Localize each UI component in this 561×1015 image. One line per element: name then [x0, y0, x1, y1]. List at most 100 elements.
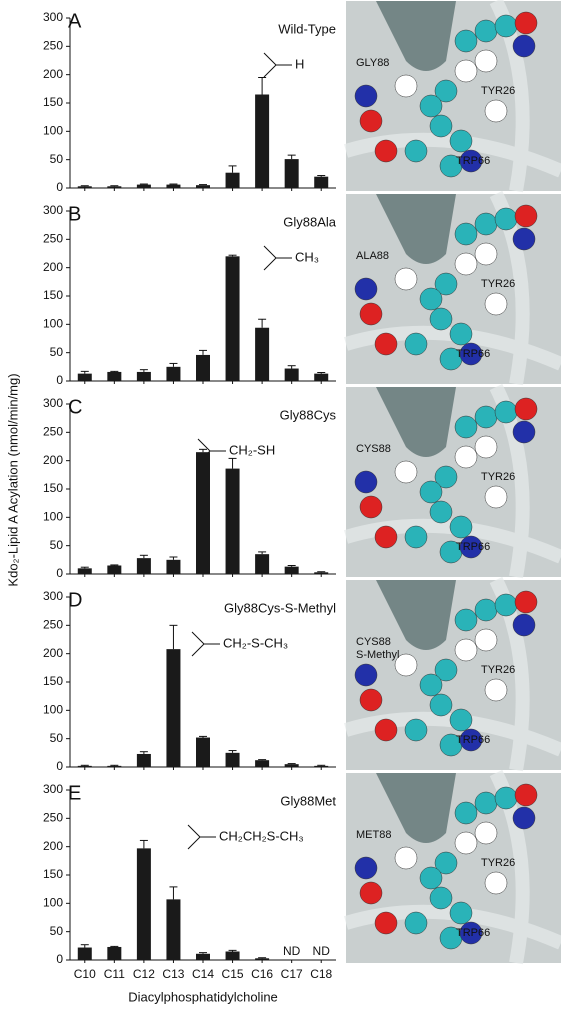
bar	[225, 256, 240, 381]
atom	[429, 114, 453, 138]
bar	[77, 373, 92, 381]
atom	[474, 791, 498, 815]
bar	[166, 366, 181, 381]
atom	[484, 678, 508, 702]
y-tick-label: 200	[43, 839, 63, 853]
residue-label: MET88	[356, 829, 391, 841]
atom	[474, 19, 498, 43]
bar	[225, 468, 240, 574]
cavity	[376, 773, 456, 843]
bar	[107, 765, 122, 767]
y-tick-label: 200	[43, 453, 63, 467]
residue-label: ALA88	[356, 250, 389, 262]
atom	[359, 302, 383, 326]
atom	[514, 590, 538, 614]
panel-title: Gly88Cys	[280, 407, 337, 422]
atom	[429, 307, 453, 331]
residue-label: CYS88	[356, 443, 391, 455]
panel-title: Gly88Met	[280, 793, 336, 808]
y-tick-label: 250	[43, 232, 63, 246]
panel-letter: E	[68, 782, 81, 804]
bar	[314, 765, 329, 767]
atom	[474, 628, 498, 652]
atom	[474, 212, 498, 236]
bar	[107, 565, 122, 574]
atom	[484, 485, 508, 509]
bar	[136, 558, 151, 574]
atom	[354, 84, 378, 108]
cavity	[376, 194, 456, 264]
atom	[434, 658, 458, 682]
atom	[359, 881, 383, 905]
panel-letter: B	[68, 203, 81, 225]
residue-label: TRP66	[456, 155, 490, 167]
y-tick-label: 100	[43, 896, 63, 910]
y-tick-label: 300	[43, 396, 63, 410]
atom	[474, 821, 498, 845]
y-tick-label: 250	[43, 811, 63, 825]
atom	[512, 34, 536, 58]
atom	[359, 495, 383, 519]
atom	[474, 49, 498, 73]
atom	[484, 871, 508, 895]
atom	[429, 500, 453, 524]
residue-label: TYR26	[481, 471, 515, 483]
atom	[512, 806, 536, 830]
bar	[107, 946, 122, 960]
atom	[419, 94, 443, 118]
bar	[284, 159, 299, 188]
y-tick-label: 0	[56, 180, 63, 194]
side-chain: CH₂-S-CH₃	[223, 635, 288, 650]
atom	[494, 14, 518, 38]
bar	[255, 958, 270, 960]
bar	[136, 848, 151, 960]
y-tick-label: 150	[43, 481, 63, 495]
y-tick-label: 50	[50, 731, 64, 745]
atom	[374, 911, 398, 935]
atom	[354, 663, 378, 687]
residue-label: TYR26	[481, 857, 515, 869]
structure-image: CYS88 TYR26 TRP66	[343, 383, 561, 579]
atom	[374, 718, 398, 742]
bar	[166, 184, 181, 188]
bar	[107, 186, 122, 188]
bar	[314, 176, 329, 188]
atom	[374, 139, 398, 163]
atom	[512, 613, 536, 637]
atom	[459, 921, 483, 945]
structure-image: MET88 TYR26 TRP66	[343, 769, 561, 965]
structure-image: GLY88 TYR26 TRP66	[343, 0, 561, 193]
atom	[434, 272, 458, 296]
panel-letter: D	[68, 589, 82, 611]
atom	[449, 129, 473, 153]
atom	[374, 525, 398, 549]
y-tick-label: 200	[43, 67, 63, 81]
residue-label: TRP66	[456, 734, 490, 746]
bar	[284, 764, 299, 767]
value-label: ND	[313, 944, 331, 958]
x-tick-label: C16	[251, 967, 273, 981]
atom	[454, 445, 478, 469]
atom	[449, 901, 473, 925]
residue-label: TRP66	[456, 541, 490, 553]
atom	[459, 149, 483, 173]
residue-label: CYS88	[356, 636, 391, 648]
atom	[459, 535, 483, 559]
structure-image: ALA88 TYR26 TRP66	[343, 190, 561, 386]
cavity	[376, 580, 456, 650]
atom	[404, 525, 428, 549]
y-tick-label: 50	[50, 345, 64, 359]
bar	[284, 566, 299, 574]
atom	[459, 342, 483, 366]
y-tick-label: 50	[50, 538, 64, 552]
atom	[449, 322, 473, 346]
atom	[514, 783, 538, 807]
atom	[404, 718, 428, 742]
x-tick-label: C15	[222, 967, 244, 981]
bar	[314, 572, 329, 574]
side-chain-bond	[191, 631, 220, 657]
y-tick-label: 250	[43, 425, 63, 439]
side-chain-bond	[263, 52, 292, 78]
atom	[449, 708, 473, 732]
atom	[359, 109, 383, 133]
